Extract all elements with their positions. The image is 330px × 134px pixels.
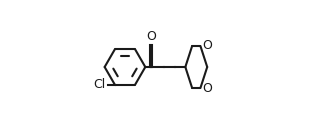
Text: O: O	[146, 30, 156, 43]
Text: Cl: Cl	[94, 78, 106, 91]
Text: O: O	[202, 82, 212, 95]
Text: O: O	[202, 39, 212, 52]
